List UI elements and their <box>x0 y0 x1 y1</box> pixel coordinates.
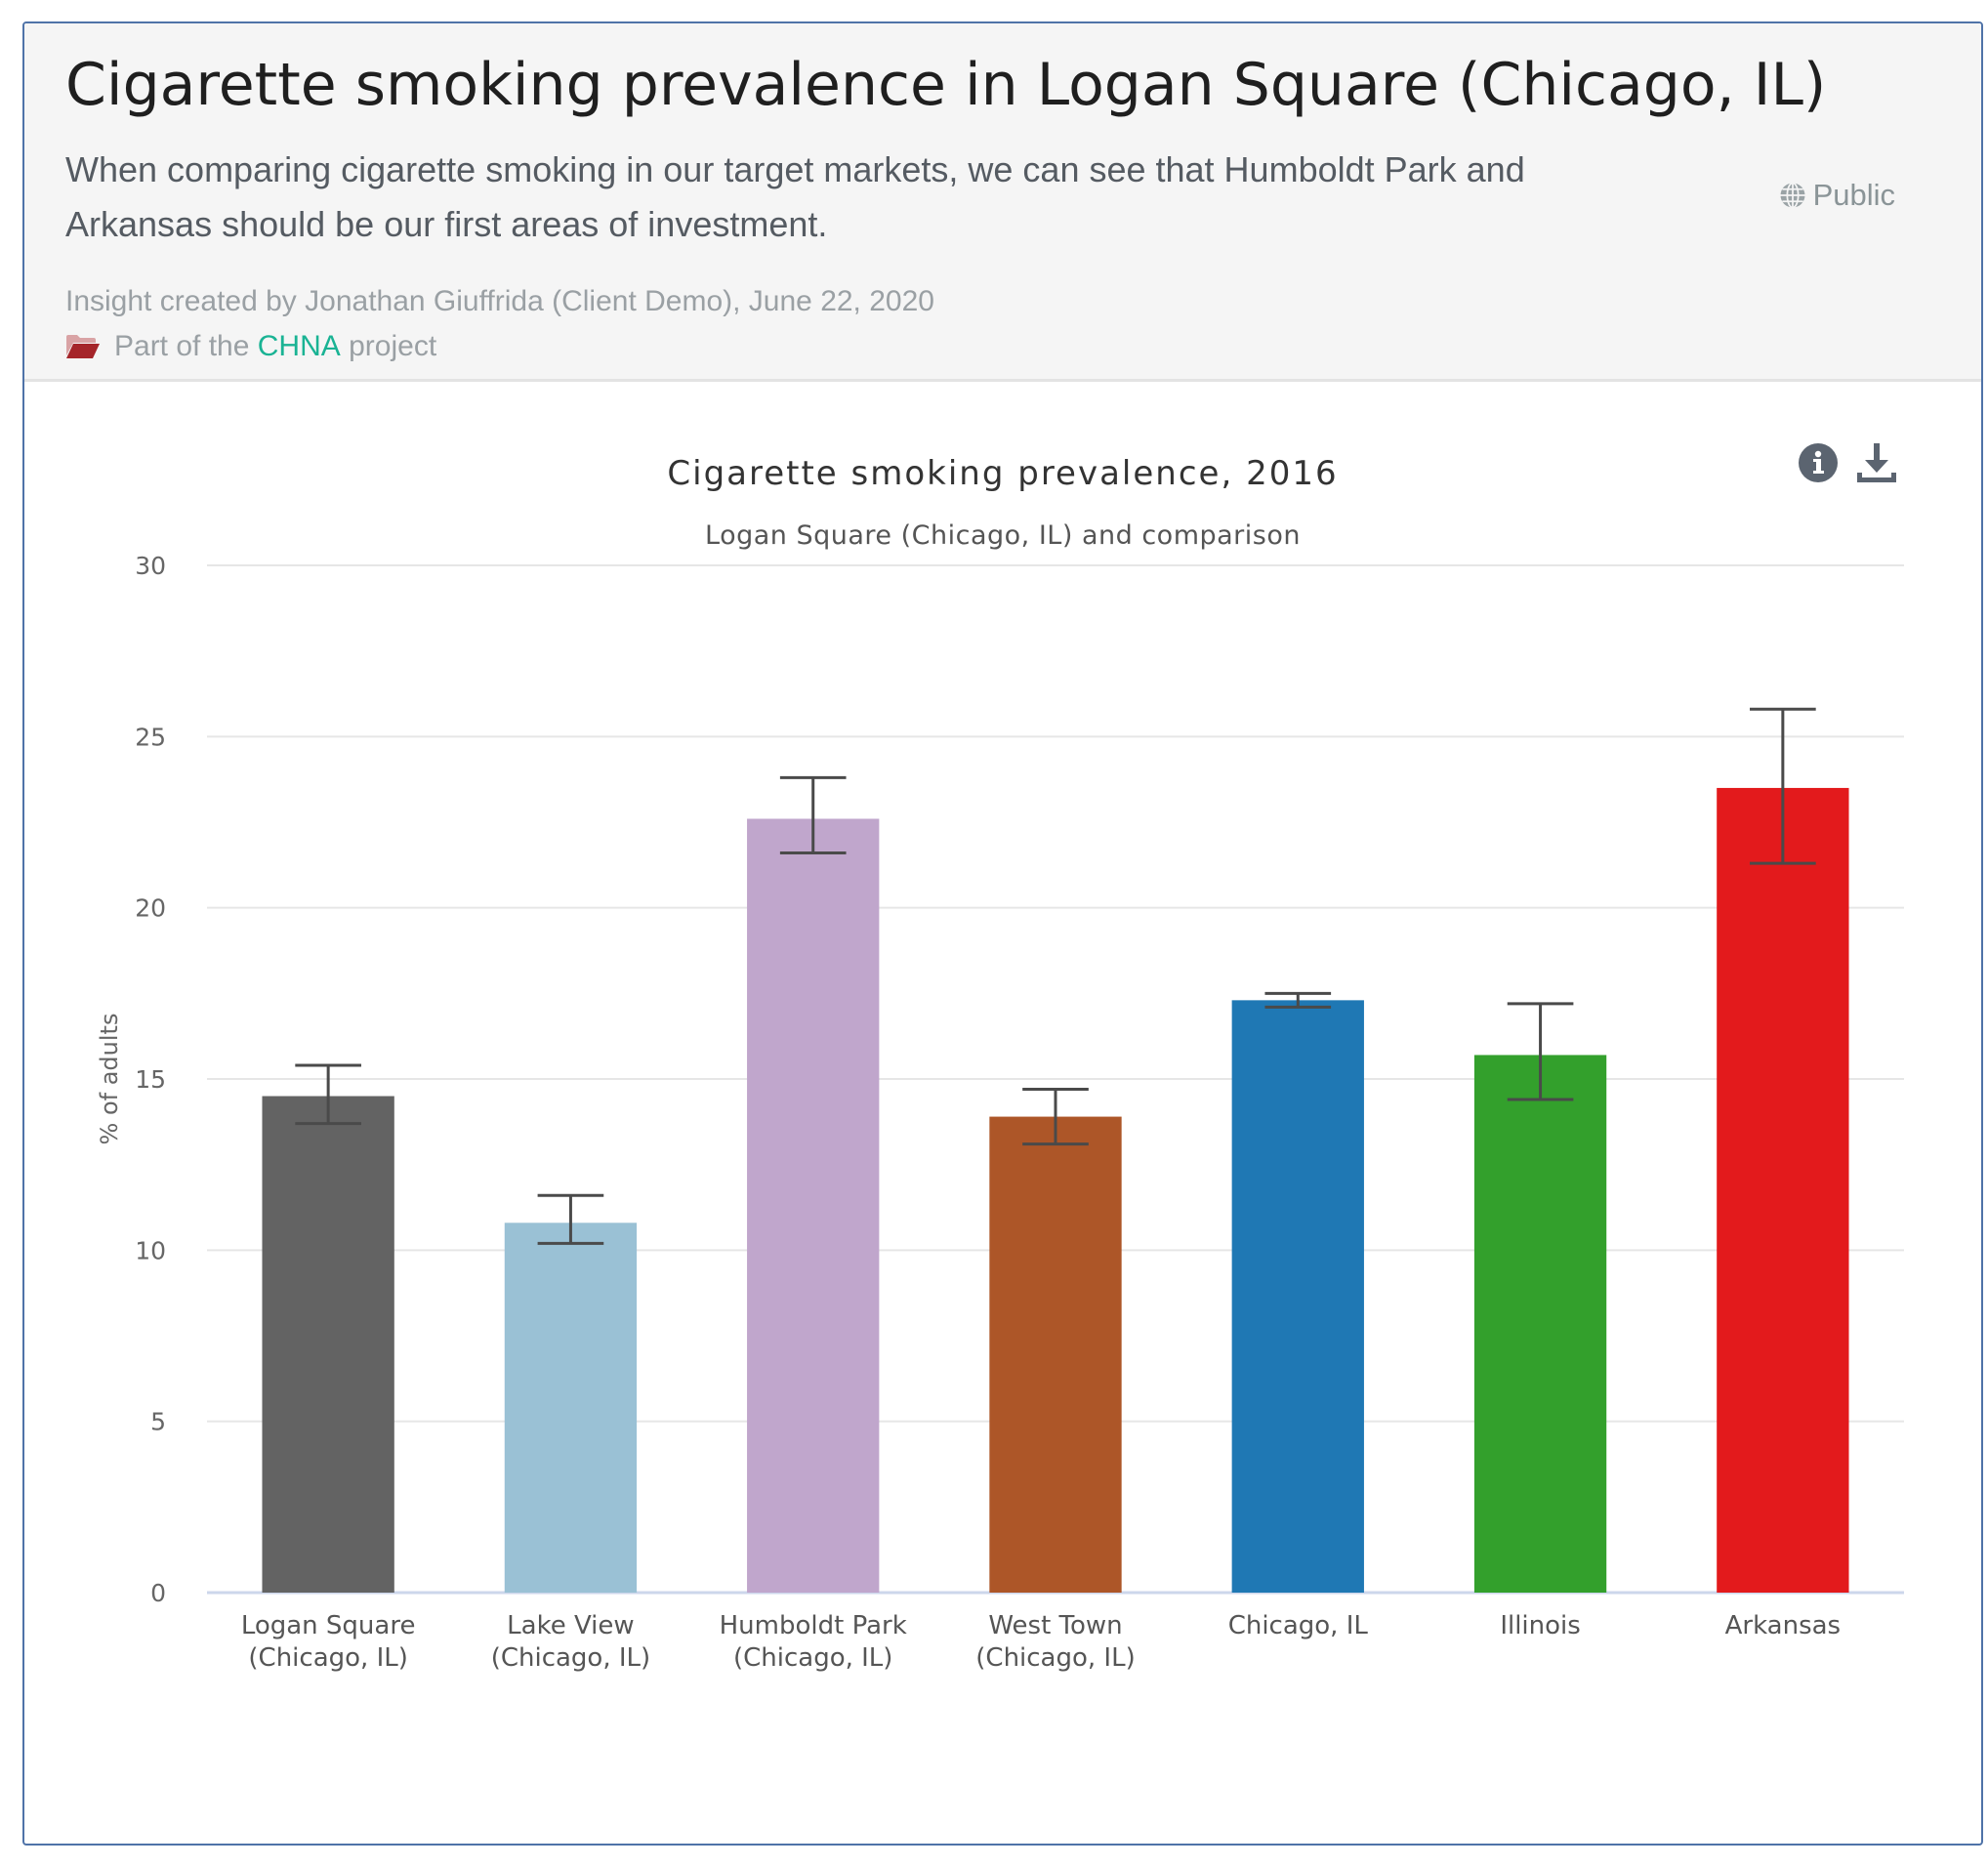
x-category-label: Illinois <box>1500 1611 1581 1640</box>
insight-meta: Insight created by Jonathan Giuffrida (C… <box>65 285 934 317</box>
chart-area: 0 5 10 15 20 25 30 % of adults Logan Square (Chic… <box>24 382 1981 1844</box>
bar[interactable] <box>989 1116 1122 1593</box>
x-category-label: West Town <box>988 1611 1122 1640</box>
y-tick-label: 5 <box>150 1408 166 1436</box>
y-tick-label: 25 <box>135 723 166 751</box>
bar[interactable] <box>1231 1000 1364 1593</box>
chart-title: Cigarette smoking prevalence, 2016 <box>667 454 1339 493</box>
x-category-label: (Chicago, IL) <box>733 1643 892 1673</box>
project-line: Part of the CHNA project <box>65 330 436 363</box>
globe-icon <box>1780 182 1805 209</box>
info-circle-icon[interactable] <box>1796 440 1841 485</box>
x-category-label: Logan Square <box>241 1611 416 1640</box>
y-tick-label: 10 <box>135 1236 166 1265</box>
insight-header: Cigarette smoking prevalence in Logan Sq… <box>24 23 1981 382</box>
folder-open-icon <box>66 335 100 358</box>
chart-subtitle: Logan Square (Chicago, IL) and compariso… <box>705 520 1301 551</box>
bar[interactable] <box>1717 787 1849 1593</box>
bar[interactable] <box>747 818 880 1593</box>
x-category-label: Humboldt Park <box>720 1611 907 1640</box>
x-category-label: (Chicago, IL) <box>491 1643 650 1673</box>
insight-title: Cigarette smoking prevalence in Logan Sq… <box>65 51 1827 119</box>
project-link[interactable]: CHNA <box>257 330 341 362</box>
insight-card: Cigarette smoking prevalence in Logan Sq… <box>22 21 1983 1846</box>
x-category-label: Arkansas <box>1725 1611 1842 1640</box>
y-tick-label: 15 <box>135 1065 166 1094</box>
visibility-label: Public <box>1812 178 1895 212</box>
y-tick-label: 20 <box>135 894 166 923</box>
x-category-label: Lake View <box>507 1611 635 1640</box>
y-tick-label: 30 <box>135 552 166 580</box>
x-category-label: (Chicago, IL) <box>248 1643 407 1673</box>
y-tick-label: 0 <box>150 1579 166 1607</box>
x-category-label: Chicago, IL <box>1228 1611 1369 1640</box>
project-suffix: project <box>349 330 437 362</box>
x-category-label: (Chicago, IL) <box>975 1643 1135 1673</box>
bar[interactable] <box>504 1223 638 1593</box>
bar[interactable] <box>262 1096 394 1593</box>
visibility-badge[interactable]: Public <box>1778 178 1895 213</box>
insight-description: When comparing cigarette smoking in our … <box>65 149 1525 244</box>
bar[interactable] <box>1473 1055 1607 1593</box>
project-prefix: Part of the <box>114 330 250 362</box>
download-icon[interactable] <box>1854 440 1899 485</box>
bar-chart: 0 5 10 15 20 25 30 % of adults Logan Square (Chic… <box>96 552 1904 1673</box>
y-axis-title: % of adults <box>96 1014 123 1145</box>
chart-toolbar <box>1796 440 1899 485</box>
